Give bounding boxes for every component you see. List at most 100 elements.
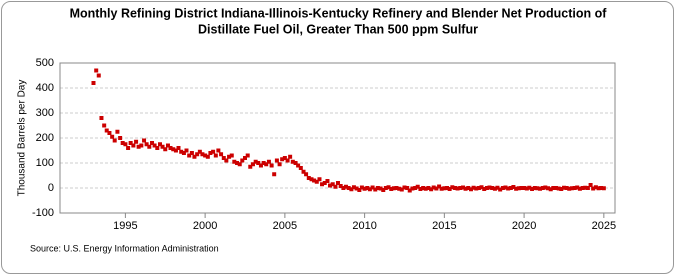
point <box>229 153 234 158</box>
point <box>205 154 210 159</box>
point <box>500 186 505 190</box>
source: Source: U.S. Energy Information Administ… <box>30 243 219 253</box>
point <box>258 163 263 168</box>
point <box>328 183 333 188</box>
point <box>309 177 314 182</box>
point <box>429 187 434 192</box>
point <box>365 186 370 190</box>
point <box>394 186 399 190</box>
point <box>136 144 141 149</box>
point <box>147 144 152 149</box>
point <box>189 151 194 155</box>
point <box>197 149 202 154</box>
point <box>530 187 535 191</box>
point <box>266 159 271 164</box>
point <box>126 146 131 150</box>
y-tick-label: 100 <box>36 157 54 169</box>
point <box>588 183 593 187</box>
point <box>508 186 513 190</box>
point <box>373 187 378 192</box>
point <box>123 142 128 147</box>
point <box>543 185 548 190</box>
point <box>567 186 572 191</box>
point <box>596 186 601 191</box>
point <box>583 185 588 190</box>
point <box>160 144 165 149</box>
point <box>442 186 447 191</box>
point <box>527 185 532 190</box>
point <box>208 151 213 155</box>
point <box>463 186 468 191</box>
point <box>335 181 340 185</box>
point <box>120 141 125 145</box>
point <box>405 186 410 190</box>
point <box>107 131 112 135</box>
point <box>104 128 109 133</box>
point <box>591 186 596 191</box>
point <box>219 152 224 157</box>
point <box>370 185 375 190</box>
point <box>99 116 104 120</box>
point <box>112 138 117 143</box>
point <box>599 186 604 190</box>
point <box>253 159 258 164</box>
point <box>553 186 558 190</box>
point <box>495 185 500 190</box>
point <box>580 186 585 190</box>
point <box>131 143 136 148</box>
point <box>551 186 556 190</box>
point <box>221 156 226 160</box>
point <box>245 153 250 158</box>
point <box>487 185 492 190</box>
point <box>224 158 229 163</box>
point <box>325 179 330 183</box>
point <box>343 184 348 189</box>
point <box>561 185 566 190</box>
point <box>572 186 577 190</box>
point <box>389 187 394 191</box>
point <box>426 186 431 190</box>
point <box>431 185 436 190</box>
point <box>359 185 364 190</box>
point <box>447 187 452 191</box>
point <box>216 148 221 153</box>
point <box>532 186 537 190</box>
point <box>354 186 359 191</box>
point <box>506 186 511 191</box>
y-axis-title: Thousand Barrels per Day <box>17 80 28 197</box>
point <box>134 139 139 144</box>
point <box>179 149 184 154</box>
point <box>450 185 455 190</box>
point <box>237 162 242 167</box>
point <box>211 149 216 154</box>
x-tick-label: 2010 <box>352 220 376 232</box>
point <box>397 186 402 191</box>
point <box>227 154 232 159</box>
point <box>290 159 295 164</box>
y-tick-label: 500 <box>36 57 54 69</box>
point <box>601 186 606 191</box>
point <box>484 186 489 190</box>
point <box>503 185 508 190</box>
point <box>187 153 192 158</box>
point <box>110 134 115 139</box>
point <box>415 184 420 189</box>
point <box>171 147 176 152</box>
point <box>522 186 527 190</box>
point <box>250 162 255 167</box>
point <box>564 186 569 190</box>
point <box>346 186 351 190</box>
point <box>535 186 540 191</box>
point <box>152 143 157 148</box>
point <box>514 186 519 191</box>
y-tick-label: 300 <box>36 107 54 119</box>
point <box>575 185 580 190</box>
point <box>402 185 407 190</box>
point <box>351 185 356 190</box>
point <box>548 187 553 192</box>
point <box>192 154 197 159</box>
x-tick-label: 2000 <box>193 220 217 232</box>
point <box>163 147 168 152</box>
point <box>461 185 466 190</box>
point <box>274 158 279 163</box>
